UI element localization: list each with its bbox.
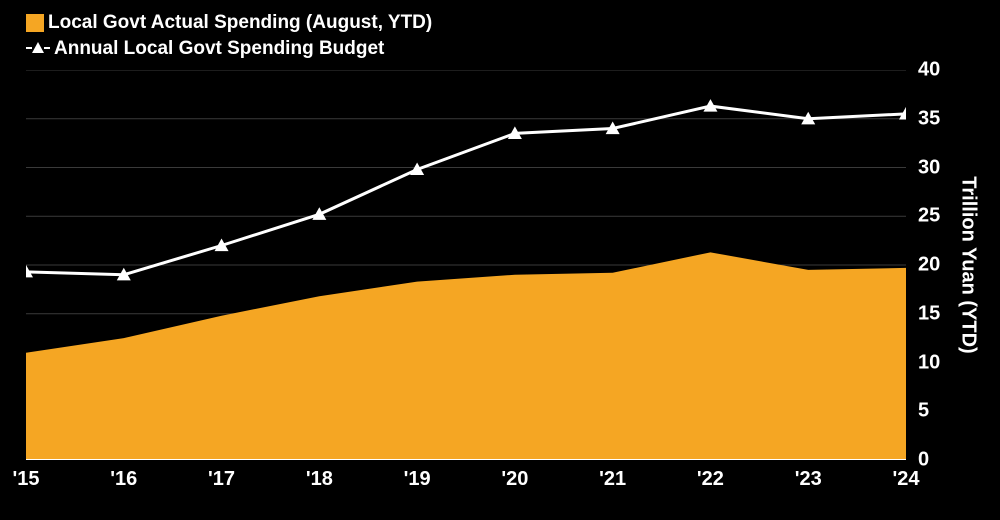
- x-tick-label: '19: [404, 468, 431, 491]
- y-tick-label: 15: [918, 302, 940, 325]
- line-swatch-icon: [26, 42, 50, 54]
- legend-item-line: Annual Local Govt Spending Budget: [26, 36, 432, 62]
- x-tick-label: '17: [208, 468, 235, 491]
- x-tick-label: '16: [110, 468, 137, 491]
- y-tick-label: 20: [918, 254, 940, 277]
- x-tick-label: '20: [501, 468, 528, 491]
- legend-area-label: Local Govt Actual Spending (August, YTD): [48, 10, 432, 36]
- plot-area: [26, 70, 906, 460]
- x-tick-label: '24: [892, 468, 919, 491]
- legend: Local Govt Actual Spending (August, YTD)…: [26, 10, 432, 61]
- y-axis-title: Trillion Yuan (YTD): [957, 176, 980, 353]
- line-series: [26, 106, 906, 275]
- y-tick-label: 0: [918, 449, 929, 472]
- y-tick-label: 5: [918, 400, 929, 423]
- y-tick-label: 40: [918, 59, 940, 82]
- x-tick-label: '18: [306, 468, 333, 491]
- y-tick-label: 35: [918, 107, 940, 130]
- x-tick-label: '21: [599, 468, 626, 491]
- area-series: [26, 252, 906, 460]
- chart-svg: [26, 70, 906, 460]
- legend-line-label: Annual Local Govt Spending Budget: [54, 36, 384, 62]
- y-tick-label: 10: [918, 351, 940, 374]
- x-tick-label: '22: [697, 468, 724, 491]
- chart-container: Local Govt Actual Spending (August, YTD)…: [0, 0, 1000, 520]
- y-tick-label: 25: [918, 205, 940, 228]
- x-tick-label: '23: [795, 468, 822, 491]
- area-swatch-icon: [26, 14, 44, 32]
- legend-item-area: Local Govt Actual Spending (August, YTD): [26, 10, 432, 36]
- x-tick-label: '15: [12, 468, 39, 491]
- y-tick-label: 30: [918, 156, 940, 179]
